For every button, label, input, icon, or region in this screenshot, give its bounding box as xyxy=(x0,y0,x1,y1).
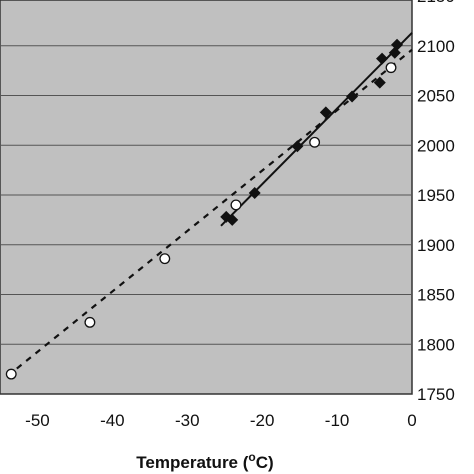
y-tick-label: 1900 xyxy=(417,236,455,255)
y-tick-label: 2000 xyxy=(417,136,455,155)
y-tick-label: 2150 xyxy=(417,0,455,6)
x-axis-title-main: Temperature ( xyxy=(136,453,248,472)
x-axis-title-sup: o xyxy=(248,450,255,464)
filled-diamond-point xyxy=(346,90,359,103)
y-tick-label: 1850 xyxy=(417,286,455,305)
open-circle-point xyxy=(5,368,17,380)
y-axis-ticks: 1750 1800 1850 1900 1950 2000 2050 2100 2150 xyxy=(417,0,455,404)
open-circle-point xyxy=(84,316,96,328)
x-tick-label: -10 xyxy=(325,411,350,430)
x-tick-label: -20 xyxy=(250,411,275,430)
grid-lines xyxy=(0,45,412,345)
y-tick-label: 1950 xyxy=(417,186,455,205)
dashed-trendline xyxy=(6,48,413,377)
y-tick-label: 1750 xyxy=(417,385,455,404)
plot-area xyxy=(0,0,413,395)
filled-diamond-point xyxy=(291,140,304,153)
filled-diamond-point xyxy=(248,187,261,200)
open-circle-point xyxy=(230,199,242,211)
filled-diamond-point xyxy=(226,213,239,226)
x-axis-title: Temperature (oC) xyxy=(136,450,273,472)
y-tick-label: 1800 xyxy=(417,335,455,354)
x-axis-title-end: C) xyxy=(256,453,274,472)
filled-diamond-point xyxy=(376,52,389,65)
x-tick-label: 0 xyxy=(407,411,416,430)
filled-diamond-point xyxy=(373,76,386,89)
open-circle-point xyxy=(385,62,397,74)
y-tick-label: 2100 xyxy=(417,37,455,56)
data-points xyxy=(5,38,404,380)
filled-diamond-point xyxy=(391,38,404,51)
y-tick-label: 2050 xyxy=(417,87,455,106)
x-tick-label: -30 xyxy=(175,411,200,430)
x-tick-label: -40 xyxy=(100,411,125,430)
x-tick-label: -50 xyxy=(25,411,50,430)
filled-diamond-point xyxy=(319,106,332,119)
open-circle-point xyxy=(159,253,171,265)
open-circle-point xyxy=(309,136,321,148)
x-axis-ticks: -50 -40 -30 -20 -10 0 xyxy=(25,411,417,430)
